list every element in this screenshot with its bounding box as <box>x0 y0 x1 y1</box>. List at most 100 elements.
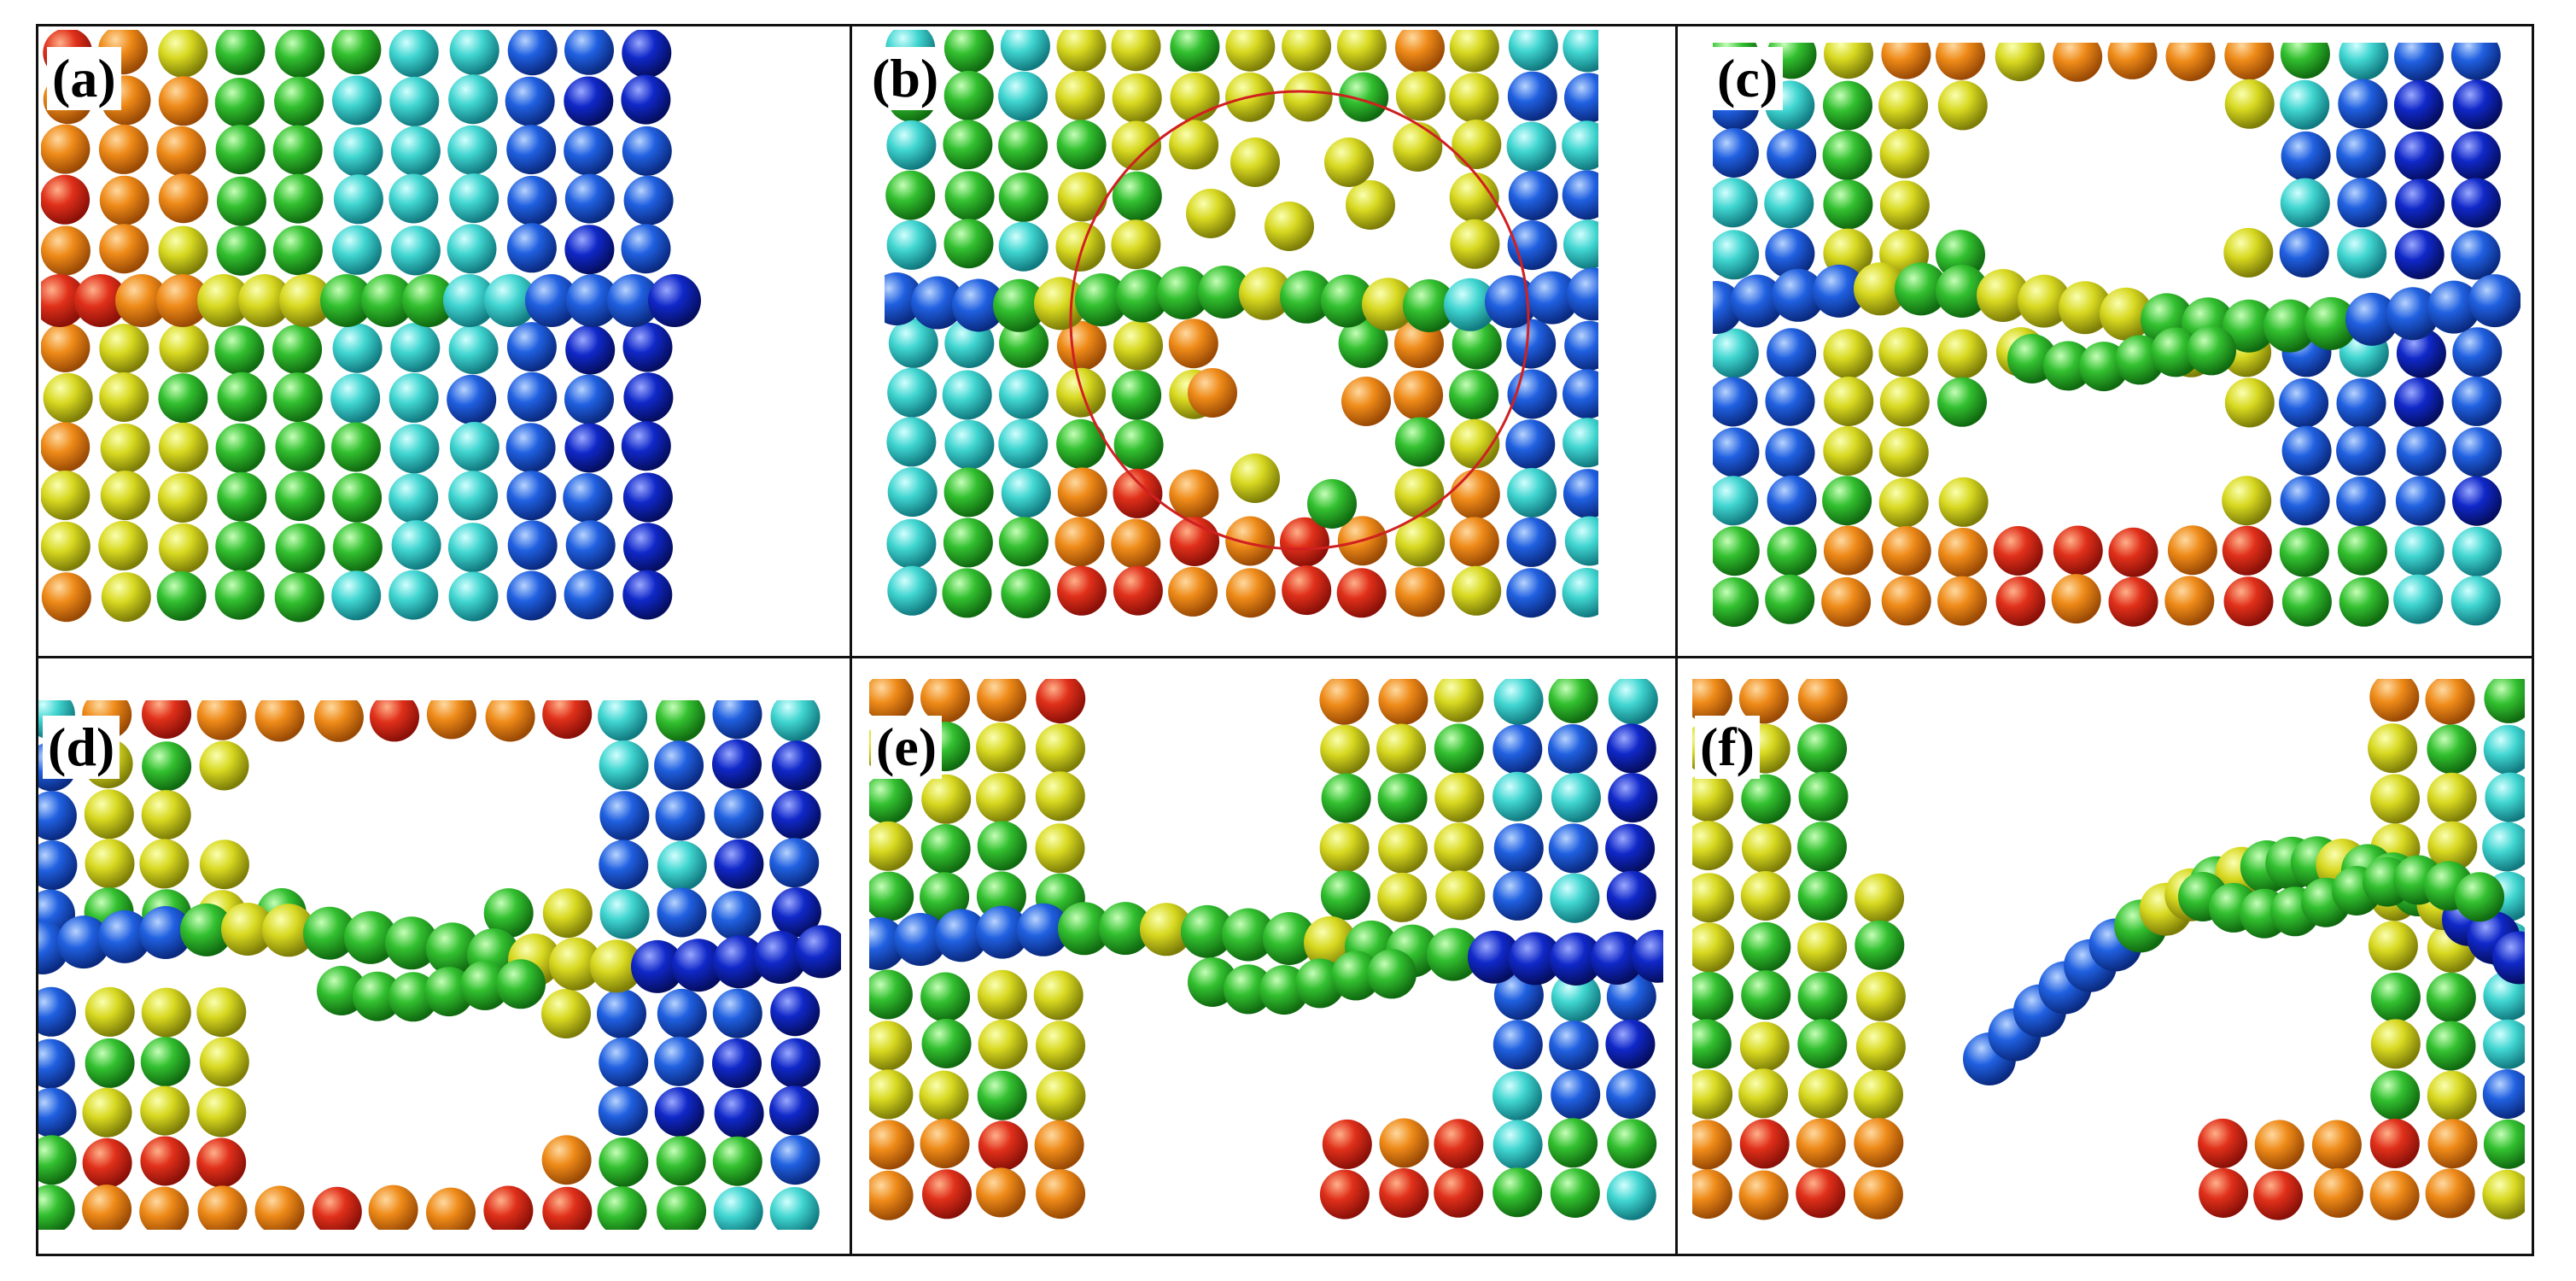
atom <box>564 570 614 620</box>
atom <box>657 887 707 938</box>
atom <box>1813 264 1866 318</box>
atom <box>622 322 673 372</box>
atom <box>598 1086 648 1136</box>
atom <box>1798 1068 1849 1119</box>
atom <box>655 700 705 742</box>
atom <box>1767 328 1817 378</box>
atom <box>1378 823 1428 874</box>
atom <box>1895 262 1948 316</box>
atom <box>2370 1019 2421 1069</box>
atom <box>483 888 534 939</box>
atom <box>1169 469 1219 519</box>
atom <box>869 1021 913 1071</box>
atom <box>2280 178 2330 228</box>
atom <box>2425 679 2475 725</box>
atom <box>1823 329 1873 379</box>
atom <box>869 969 913 1020</box>
atom <box>2280 43 2330 79</box>
atom <box>2304 296 2357 350</box>
atom <box>2396 328 2446 378</box>
atom <box>1563 369 1598 419</box>
atom <box>943 219 994 269</box>
atom <box>1113 565 1163 616</box>
atom <box>1798 771 1849 822</box>
atom <box>217 371 267 422</box>
atom <box>1508 30 1558 71</box>
atom <box>100 471 150 521</box>
atom <box>507 175 558 225</box>
atom <box>331 422 381 472</box>
atom <box>38 791 77 841</box>
atom <box>1797 922 1848 972</box>
atom <box>199 839 249 890</box>
atom <box>2199 1168 2249 1218</box>
atom <box>1322 1119 1372 1169</box>
atom <box>1450 469 1500 519</box>
atom <box>1564 73 1598 123</box>
atom <box>655 791 705 841</box>
atom <box>1056 30 1107 72</box>
atom <box>1493 823 1544 874</box>
atom <box>41 225 91 276</box>
atom <box>998 120 1049 171</box>
atom <box>84 789 134 839</box>
atom <box>196 1087 247 1138</box>
atom <box>332 472 383 523</box>
atom <box>506 125 557 175</box>
atom <box>1937 329 1988 379</box>
atom <box>158 225 208 276</box>
atom <box>2151 327 2200 377</box>
atom <box>215 423 266 473</box>
atom <box>542 1186 593 1230</box>
atom <box>654 1087 704 1137</box>
atom <box>1036 723 1085 774</box>
atom <box>654 740 704 791</box>
atom <box>1526 271 1579 325</box>
atom <box>1936 230 1985 280</box>
atom <box>1608 679 1658 725</box>
atom <box>2187 325 2236 376</box>
atom <box>1001 468 1051 518</box>
atom <box>977 679 1027 722</box>
atom <box>141 790 191 840</box>
atom <box>274 572 324 623</box>
atom <box>1157 266 1210 319</box>
atom <box>565 325 616 375</box>
atom <box>1607 1119 1657 1169</box>
atom <box>1338 318 1388 368</box>
atom <box>942 370 992 420</box>
atom <box>1036 679 1086 724</box>
atom <box>2108 576 2158 627</box>
atom <box>2450 131 2501 181</box>
atom <box>566 274 619 327</box>
atom <box>1855 971 1906 1021</box>
atom <box>1606 1069 1656 1119</box>
atom <box>1057 172 1107 222</box>
atom <box>1377 773 1428 823</box>
atom <box>2224 79 2275 129</box>
atom <box>331 30 382 75</box>
atom <box>2222 525 2272 576</box>
atom <box>38 986 76 1037</box>
atom <box>1075 273 1128 327</box>
panel-c-atoms <box>1713 43 2521 627</box>
atom <box>1263 912 1316 965</box>
atom <box>1434 723 1484 774</box>
atom <box>483 1185 534 1230</box>
atom <box>564 225 615 275</box>
atom <box>1506 121 1557 172</box>
atom <box>41 422 91 472</box>
atom <box>599 839 649 890</box>
atom <box>1449 30 1499 73</box>
atom <box>2369 679 2420 722</box>
atom <box>1739 1119 1790 1169</box>
atom <box>1112 120 1161 171</box>
atom <box>2427 821 2478 871</box>
atom <box>158 76 208 126</box>
atom <box>1319 822 1370 873</box>
atom <box>1548 823 1598 874</box>
atom <box>1854 1069 1903 1120</box>
atom <box>712 1136 762 1186</box>
atom <box>159 523 208 573</box>
atom <box>769 1187 820 1230</box>
